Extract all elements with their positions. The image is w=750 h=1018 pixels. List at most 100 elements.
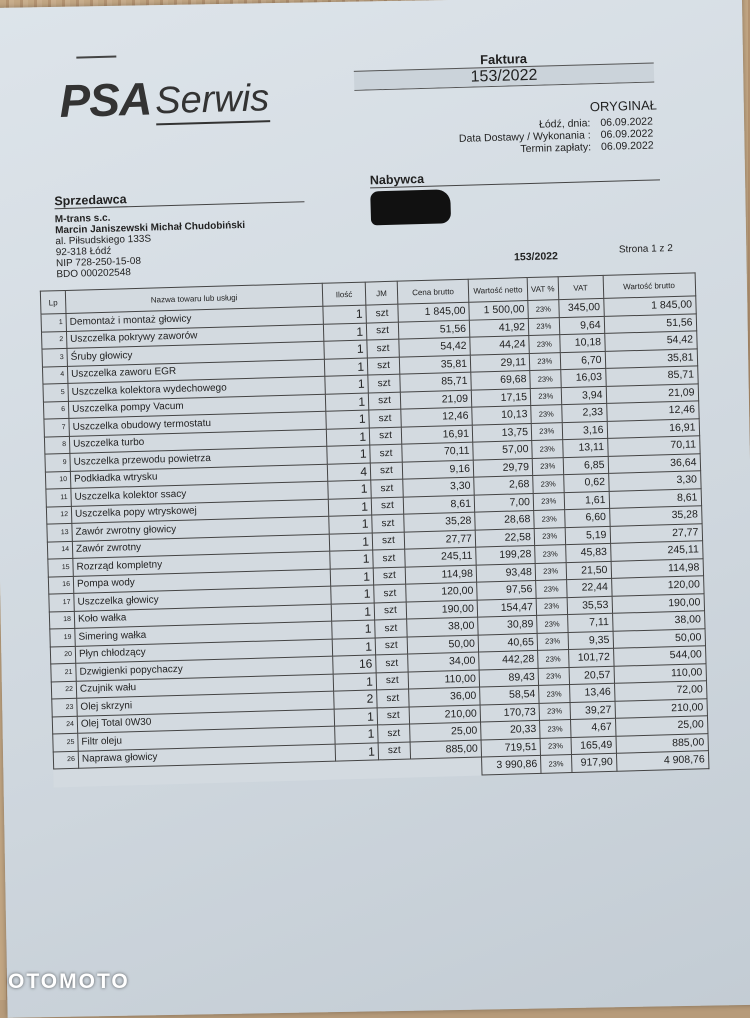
- table-cell: 20,57: [568, 665, 615, 685]
- total-brutto: 4 908,76: [616, 750, 709, 771]
- table-cell: 7,11: [567, 613, 613, 633]
- table-cell: szt: [376, 671, 409, 690]
- table-cell: 1: [331, 619, 376, 639]
- table-cell: 19: [49, 628, 76, 647]
- table-cell: 1: [332, 637, 376, 657]
- table-cell: 23%: [529, 352, 561, 371]
- table-cell: 35,81: [399, 354, 471, 375]
- table-cell: 210,00: [409, 704, 481, 725]
- table-cell: 85,71: [399, 372, 472, 392]
- table-cell: szt: [367, 356, 400, 376]
- table-cell: 1: [333, 672, 377, 692]
- table-cell: 34,00: [407, 652, 480, 672]
- table-cell: 719,51: [481, 737, 541, 758]
- table-cell: 1: [334, 724, 379, 744]
- table-cell: szt: [371, 496, 404, 516]
- logo-sub: Serwis: [155, 77, 270, 126]
- table-cell: 23%: [527, 299, 559, 319]
- table-cell: szt: [368, 391, 401, 411]
- table-cell: 6,70: [559, 350, 606, 370]
- table-cell: 1: [323, 322, 367, 342]
- column-header: VAT %: [527, 276, 559, 301]
- table-cell: 23%: [539, 719, 571, 738]
- column-header: Wartość brutto: [602, 272, 696, 299]
- table-cell: 16,03: [560, 368, 606, 388]
- table-cell: 1: [324, 375, 369, 394]
- table-cell: 2: [41, 330, 67, 350]
- table-cell: szt: [374, 619, 408, 638]
- table-cell: szt: [372, 531, 405, 550]
- table-cell: 1 845,00: [397, 302, 470, 322]
- table-cell: 51,56: [398, 319, 470, 340]
- table-cell: 7: [43, 418, 70, 437]
- column-header: Cena brutto: [397, 279, 469, 305]
- table-cell: 4,67: [570, 718, 616, 738]
- table-cell: 23%: [531, 422, 563, 441]
- table-cell: 1: [328, 515, 373, 534]
- column-header: VAT: [557, 275, 604, 300]
- table-cell: szt: [377, 724, 411, 743]
- table-cell: 23%: [530, 404, 562, 424]
- table-cell: 23%: [538, 684, 570, 703]
- table-cell: 17: [48, 593, 75, 612]
- table-cell: 245,11: [404, 547, 477, 567]
- table-cell: 89,43: [479, 667, 539, 688]
- table-cell: 6: [43, 400, 69, 420]
- table-cell: 20: [50, 645, 76, 665]
- table-cell: 6,60: [564, 508, 610, 528]
- table-cell: 23%: [535, 579, 567, 598]
- redacted-buyer: [370, 189, 452, 226]
- table-cell: 23%: [532, 474, 564, 493]
- table-cell: 22,44: [566, 578, 612, 598]
- table-cell: 30,89: [477, 615, 538, 635]
- total-netto: 3 990,86: [481, 755, 541, 775]
- logo-brand: PSA: [58, 72, 152, 128]
- table-cell: 6,85: [562, 455, 609, 475]
- table-cell: 23%: [530, 387, 562, 406]
- table-cell: 1: [334, 707, 378, 727]
- invoice-title-box: Faktura 153/2022: [353, 47, 655, 91]
- table-cell: 23%: [536, 597, 568, 616]
- table-cell: 1: [322, 305, 367, 324]
- table-cell: 11: [45, 488, 72, 507]
- table-cell: 1: [328, 497, 372, 517]
- table-cell: 101,72: [568, 648, 614, 668]
- table-cell: szt: [368, 409, 402, 428]
- table-cell: 114,98: [405, 564, 477, 585]
- table-cell: 13,11: [562, 438, 608, 458]
- table-cell: 1: [330, 584, 375, 604]
- table-cell: 97,56: [476, 580, 537, 600]
- table-cell: 0,62: [563, 473, 609, 493]
- table-cell: 20,33: [480, 720, 541, 740]
- table-cell: 2,33: [561, 403, 607, 423]
- table-cell: 29,11: [470, 353, 530, 373]
- table-cell: 93,48: [476, 562, 536, 583]
- table-cell: 38,00: [406, 617, 479, 637]
- table-cell: 4: [42, 365, 68, 385]
- table-cell: 13,46: [569, 683, 615, 703]
- table-cell: 5: [42, 383, 69, 402]
- table-cell: 1: [326, 445, 371, 464]
- items-table: Lp Nazwa towaru lub usługi Ilość JM Cena bru…: [39, 272, 710, 787]
- table-cell: 3,16: [561, 420, 608, 440]
- table-cell: 885,00: [410, 739, 482, 760]
- table-cell: szt: [373, 584, 407, 603]
- table-cell: 45,83: [565, 543, 611, 563]
- table-cell: 24: [52, 715, 78, 734]
- table-cell: 12,46: [400, 407, 473, 427]
- column-header: Ilość: [322, 282, 366, 307]
- date-value: 06.09.2022: [600, 139, 654, 153]
- table-cell: szt: [375, 654, 409, 673]
- table-cell: szt: [378, 741, 411, 760]
- table-cell: 442,28: [478, 650, 539, 670]
- divider: [76, 55, 117, 59]
- table-cell: 110,00: [408, 669, 480, 690]
- table-cell: 23%: [534, 527, 566, 546]
- table-cell: 120,00: [405, 582, 478, 602]
- table-cell: 190,00: [406, 599, 478, 620]
- table-cell: 10: [45, 470, 71, 490]
- table-cell: 70,11: [401, 442, 474, 462]
- table-cell: 25,00: [409, 722, 482, 742]
- table-cell: 26: [53, 750, 79, 769]
- table-cell: 44,24: [469, 335, 530, 355]
